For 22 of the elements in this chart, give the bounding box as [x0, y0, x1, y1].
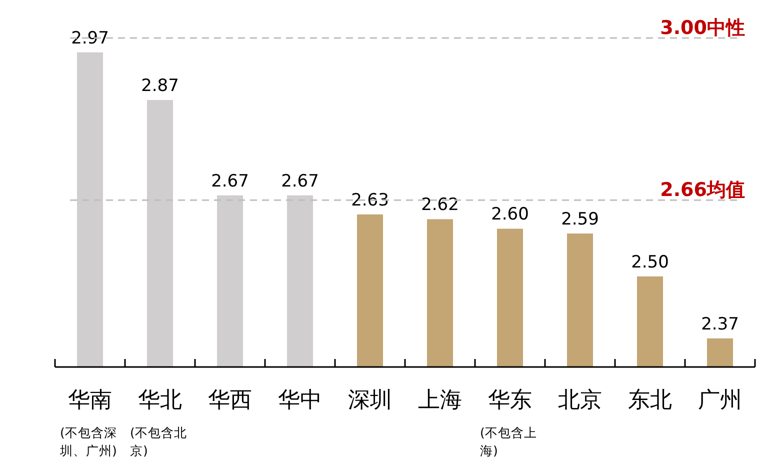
data-label: 2.63 [351, 190, 389, 210]
data-label: 2.37 [701, 314, 739, 334]
x-tick-label: 华南(不包含深圳、广州) [59, 388, 117, 458]
x-tick-label: 华东(不包含上海) [480, 388, 537, 458]
data-label: 2.67 [281, 171, 319, 192]
x-tick-label: 华西 [208, 388, 252, 413]
data-label: 2.97 [71, 28, 109, 48]
data-label: 2.67 [211, 171, 249, 192]
x-tick-label: 广州 [698, 388, 742, 413]
x-tick-label: 东北 [628, 388, 672, 413]
data-label: 2.60 [491, 204, 529, 225]
x-tick-label: 华北(不包含北京) [130, 388, 187, 458]
x-tick-label: 上海 [418, 388, 462, 413]
x-tick-label: 华中 [278, 388, 322, 413]
x-tick-label: 深圳 [348, 388, 392, 413]
data-label: 2.50 [631, 252, 669, 272]
ref-line-label: 3.00中性 [660, 17, 745, 39]
x-tick-label: 北京 [558, 388, 602, 413]
data-label: 2.59 [561, 209, 599, 230]
data-label: 2.62 [421, 195, 459, 216]
ref-line-label: 2.66均值 [660, 179, 745, 202]
data-label: 2.87 [141, 76, 179, 96]
